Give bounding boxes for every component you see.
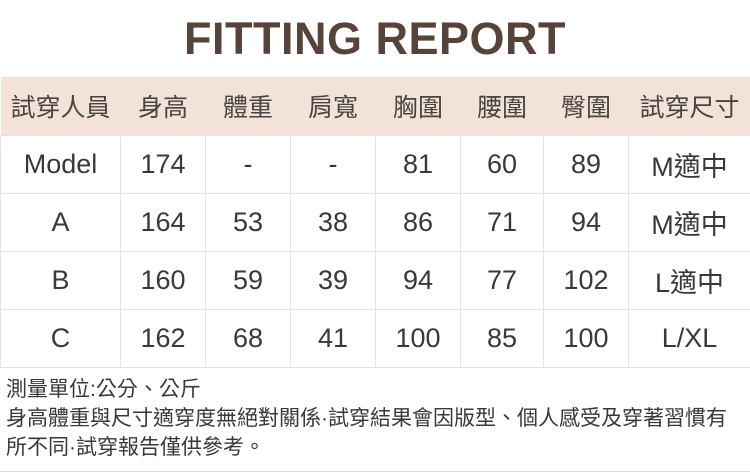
table-row-a: A 164 53 38 86 71 94 M適中 [0,192,750,252]
cell-size: L/XL [628,308,750,368]
cell-weight: 68 [205,308,291,368]
cell-size: M適中 [628,134,750,194]
cell-chest: 100 [375,308,461,368]
cell-shoulder: 38 [290,192,376,252]
cell-shoulder: 41 [290,308,376,368]
column-header-height: 身高 [120,77,206,135]
cell-height: 162 [120,308,206,368]
column-header-chest: 胸圍 [375,77,461,135]
cell-person: A [0,192,121,252]
cell-person: C [0,308,121,368]
column-header-waist: 腰圍 [460,77,544,135]
column-header-person: 試穿人員 [0,77,121,135]
cell-size: L適中 [628,250,750,310]
cell-person: Model [0,134,121,194]
cell-hip: 102 [543,250,629,310]
fitting-table: 試穿人員 身高 體重 肩寬 胸圍 腰圍 臀圍 試穿尺寸 Model 174 - … [0,77,750,368]
table-row-model: Model 174 - - 81 60 89 M適中 [0,134,750,194]
cell-chest: 81 [375,134,461,194]
cell-waist: 71 [460,192,544,252]
cell-weight: - [205,134,291,194]
cell-waist: 77 [460,250,544,310]
cell-hip: 94 [543,192,629,252]
cell-shoulder: - [290,134,376,194]
cell-hip: 89 [543,134,629,194]
cell-height: 160 [120,250,206,310]
cell-waist: 85 [460,308,544,368]
column-header-size: 試穿尺寸 [628,77,750,135]
cell-waist: 60 [460,134,544,194]
cell-weight: 53 [205,192,291,252]
cell-weight: 59 [205,250,291,310]
cell-size: M適中 [628,192,750,252]
cell-height: 164 [120,192,206,252]
table-row-b: B 160 59 39 94 77 102 L適中 [0,250,750,310]
column-header-shoulder: 肩寬 [290,77,376,135]
notes-section: 測量單位:公分、公斤 身高體重與尺寸適穿度無絕對關係·試穿結果會因版型、個人感受… [0,368,750,462]
table-row-c: C 162 68 41 100 85 100 L/XL [0,308,750,368]
column-header-hip: 臀圍 [543,77,629,135]
column-header-weight: 體重 [205,77,291,135]
measurement-unit-note: 測量單位:公分、公斤 [6,377,201,401]
cell-hip: 100 [543,308,629,368]
cell-chest: 94 [375,250,461,310]
disclaimer-note: 身高體重與尺寸適穿度無絕對關係·試穿結果會因版型、個人感受及穿著習慣有所不同·試… [6,406,727,459]
cell-height: 174 [120,134,206,194]
page-title: FITTING REPORT [184,12,566,64]
cell-shoulder: 39 [290,250,376,310]
cell-chest: 86 [375,192,461,252]
table-header-row: 試穿人員 身高 體重 肩寬 胸圍 腰圍 臀圍 試穿尺寸 [0,77,750,135]
cell-person: B [0,250,121,310]
